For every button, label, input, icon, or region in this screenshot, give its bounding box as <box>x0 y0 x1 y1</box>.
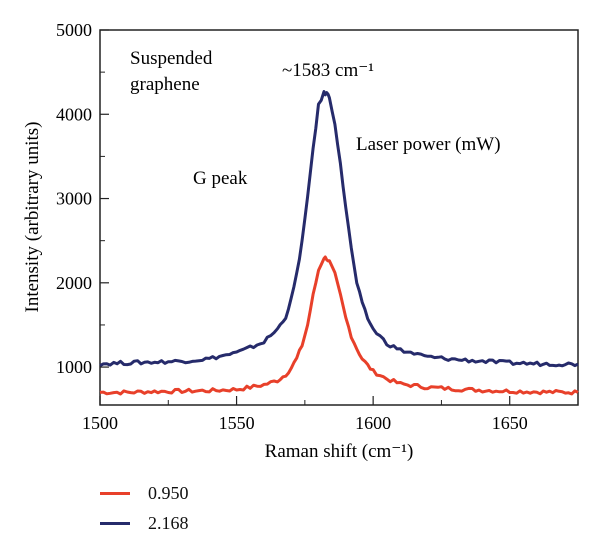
y-axis-label: Intensity (arbitrary units) <box>22 121 43 312</box>
series-line-2 <box>99 90 579 368</box>
x-tick-label: 1550 <box>219 413 255 433</box>
annotation-sample-line2: graphene <box>130 74 200 95</box>
legend-item-series-2: 2.168 <box>100 508 189 538</box>
annotation-peak-position: ~1583 cm⁻¹ <box>282 60 374 81</box>
annotation-g-peak: G peak <box>193 168 248 189</box>
y-tick-label: 1000 <box>56 357 92 377</box>
x-tick-label: 1500 <box>82 413 118 433</box>
series-lines <box>99 90 579 396</box>
y-tick-label: 4000 <box>56 104 92 124</box>
x-axis-label: Raman shift (cm⁻¹) <box>265 441 414 462</box>
legend-swatch-series-2 <box>100 521 130 525</box>
legend-item-series-1: 0.950 <box>100 478 189 508</box>
y-tick-label: 3000 <box>56 189 92 209</box>
y-tick-label: 5000 <box>56 20 92 40</box>
legend: 0.950 2.168 <box>100 478 189 538</box>
legend-label-series-1: 0.950 <box>148 482 189 503</box>
series-line-1 <box>99 255 579 396</box>
x-tick-label: 1650 <box>492 413 528 433</box>
legend-label-series-2: 2.168 <box>148 512 189 533</box>
plot-frame <box>99 29 579 406</box>
axis-ticks: 1500 1550 1600 1650 1000 2000 3000 4000 5000 <box>56 20 528 433</box>
x-tick-label: 1600 <box>355 413 391 433</box>
legend-swatch-series-1 <box>100 491 130 495</box>
y-tick-label: 2000 <box>56 273 92 293</box>
annotation-sample-line1: Suspended <box>130 48 213 69</box>
legend-title: Laser power (mW) <box>356 134 501 155</box>
